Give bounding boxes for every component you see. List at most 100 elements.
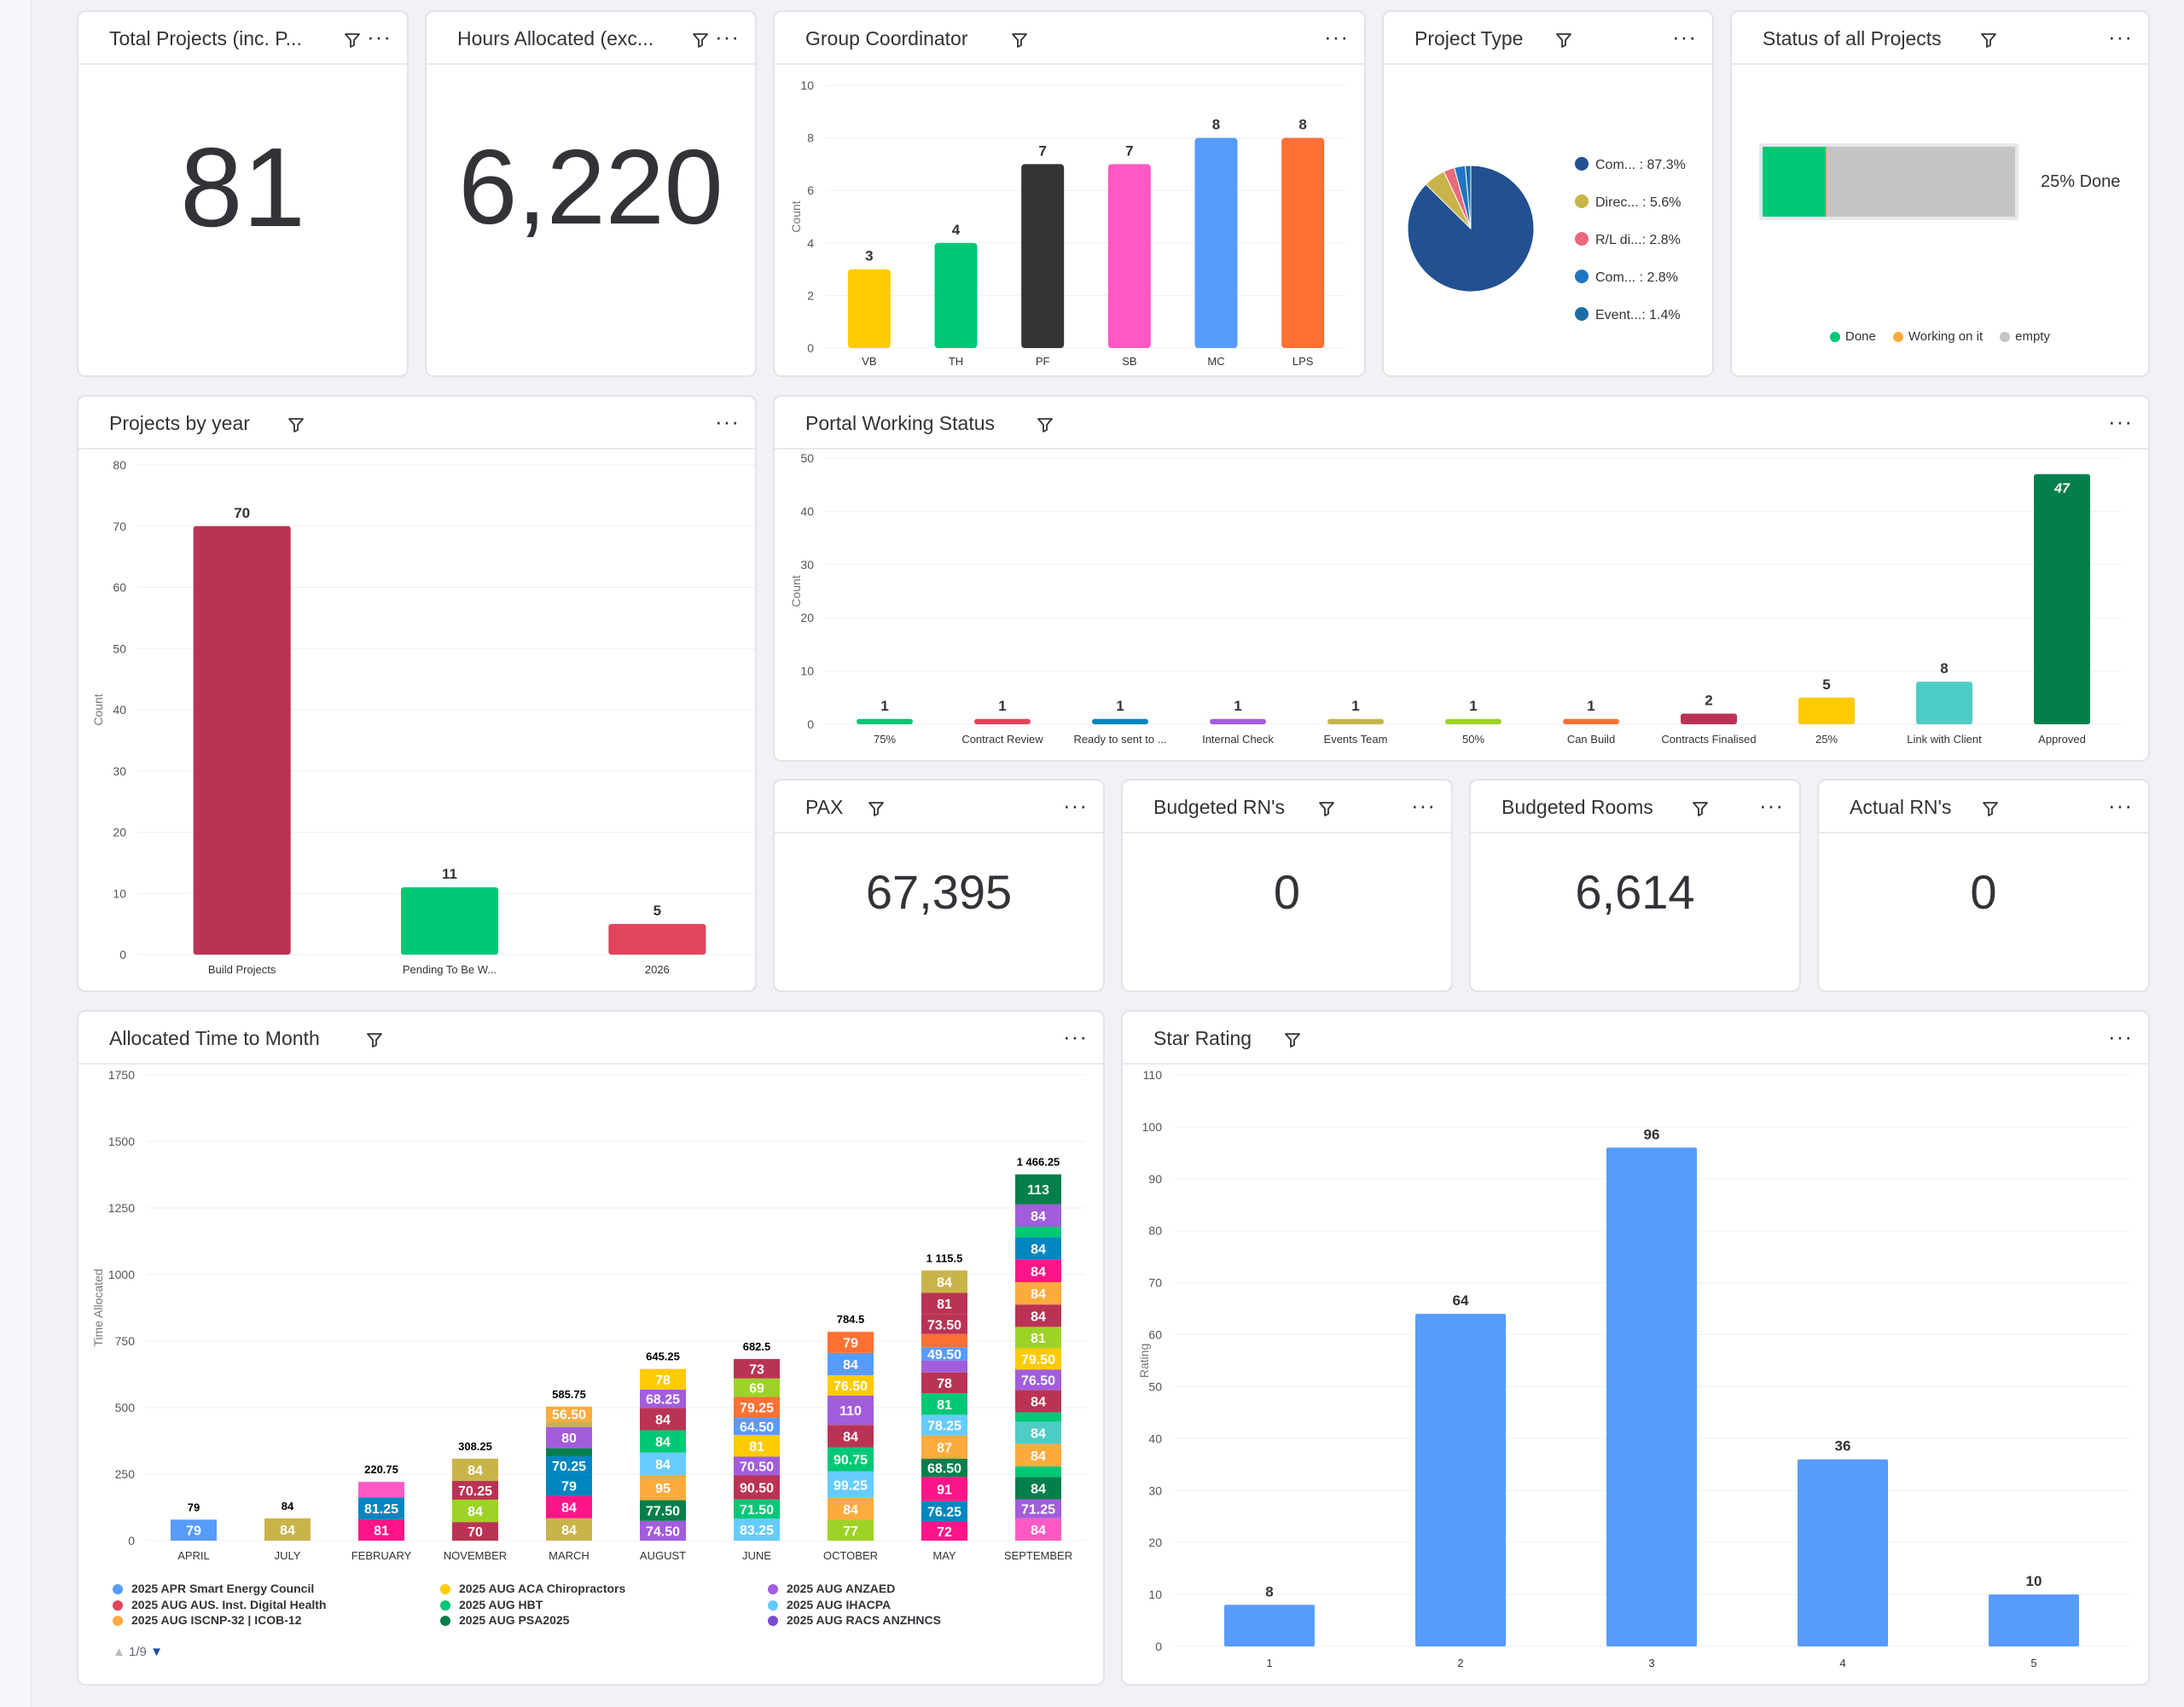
legend-pager[interactable]: ▲ 1/9 ▼ — [113, 1645, 163, 1659]
x-tick-label: SEPTEMBER — [1004, 1549, 1072, 1562]
segment-label: 83.25 — [740, 1524, 774, 1538]
segment-label: 110 — [839, 1404, 862, 1419]
big-number: 67,395 — [865, 865, 1013, 919]
filter-icon[interactable] — [1691, 799, 1710, 818]
legend-dot — [1575, 157, 1589, 171]
more-options-icon[interactable]: ··· — [2108, 1024, 2133, 1049]
segment-label: 95 — [655, 1482, 671, 1496]
stack-segment — [546, 1406, 592, 1422]
more-options-icon[interactable]: ··· — [1672, 24, 1697, 49]
total-label: 79 — [188, 1501, 200, 1513]
more-options-icon[interactable]: ··· — [1063, 1024, 1088, 1049]
stack-segment — [921, 1333, 967, 1348]
segment-label: 99.25 — [834, 1478, 868, 1493]
data-label: 1 — [1234, 698, 1241, 714]
y-tick-label: 250 — [115, 1467, 136, 1481]
stack-segment — [546, 1426, 592, 1449]
legend-item[interactable]: 2025 AUG ACA Chiropractors — [440, 1582, 625, 1596]
y-tick-label: 40 — [1148, 1431, 1162, 1445]
stack-segment — [921, 1314, 967, 1334]
y-tick-label: 500 — [115, 1401, 136, 1414]
data-label: 64 — [1453, 1292, 1469, 1309]
total-label: 84 — [282, 1500, 294, 1512]
y-tick-label: 60 — [113, 581, 126, 595]
segment-label: 79.50 — [1021, 1353, 1055, 1367]
widget-header: Budgeted Rooms ··· — [1471, 781, 1799, 833]
segment-label: 77 — [843, 1524, 858, 1539]
stack-segment — [546, 1518, 592, 1541]
filter-icon[interactable] — [343, 31, 362, 49]
y-tick-label: 10 — [1148, 1588, 1162, 1601]
total-label: 1 466.25 — [1017, 1156, 1060, 1169]
stack-segment — [264, 1518, 311, 1541]
triangle-up-icon[interactable]: ▲ — [113, 1645, 125, 1659]
legend-item[interactable]: 2025 AUG PSA2025 — [440, 1613, 569, 1626]
segment-label: 84 — [468, 1464, 483, 1478]
legend-item[interactable]: 2025 AUG HBT — [440, 1598, 543, 1612]
legend-item[interactable]: 2025 AUG ISCNP-32 | ICOB-12 — [113, 1613, 301, 1626]
stack-segment — [921, 1458, 967, 1478]
segment-label: 71.25 — [1021, 1503, 1055, 1518]
more-options-icon[interactable]: ··· — [715, 409, 740, 434]
more-options-icon[interactable]: ··· — [1063, 793, 1088, 818]
status-segment — [1827, 147, 2015, 217]
data-label: 8 — [1265, 1583, 1273, 1600]
filter-icon[interactable] — [287, 415, 305, 434]
legend-label: Direc... : 5.6% — [1595, 195, 1681, 210]
legend-item[interactable]: 2025 AUG RACS ANZHNCS — [768, 1613, 941, 1626]
filter-icon[interactable] — [1036, 415, 1054, 434]
x-tick-label: MAY — [932, 1549, 956, 1562]
stack-segment — [640, 1474, 686, 1501]
x-tick-label: 4 — [1839, 1657, 1845, 1669]
big-number: 6,220 — [458, 129, 723, 247]
bar — [193, 525, 291, 955]
more-options-icon[interactable]: ··· — [2108, 24, 2133, 49]
more-options-icon[interactable]: ··· — [715, 24, 740, 49]
legend-item[interactable]: 2025 AUG ANZAED — [768, 1582, 895, 1596]
filter-icon[interactable] — [1283, 1031, 1302, 1049]
segment-label: 69 — [749, 1382, 764, 1396]
stack-segment — [546, 1448, 592, 1457]
more-options-icon[interactable]: ··· — [367, 24, 392, 49]
y-tick-label: 70 — [113, 520, 126, 533]
filter-icon[interactable] — [867, 799, 886, 818]
total-label: 585.75 — [552, 1388, 586, 1401]
filter-icon[interactable] — [1981, 799, 2000, 818]
widget-header: Project Type ··· — [1384, 12, 1712, 65]
segment-label: 79 — [843, 1337, 858, 1351]
y-tick-label: 0 — [128, 1534, 135, 1547]
widget-actual-rns: Actual RN's ··· 0 — [1817, 779, 2150, 992]
legend-item[interactable]: 2025 APR Smart Energy Council — [113, 1582, 314, 1596]
filter-icon[interactable] — [1317, 799, 1336, 818]
legend-dot — [440, 1584, 450, 1594]
bar — [1415, 1314, 1506, 1646]
filter-icon[interactable] — [691, 31, 710, 49]
triangle-down-icon[interactable]: ▼ — [150, 1645, 163, 1659]
more-options-icon[interactable]: ··· — [2108, 409, 2133, 434]
left-sidebar-edge — [0, 0, 32, 1707]
segment-label: 68.25 — [646, 1393, 680, 1408]
stack-segment — [1015, 1499, 1061, 1518]
bar — [1563, 718, 1619, 724]
bar — [1989, 1594, 2079, 1646]
filter-icon[interactable] — [365, 1031, 384, 1049]
stack-segment — [921, 1435, 967, 1459]
stack-segment — [828, 1395, 874, 1425]
stack-segment — [640, 1500, 686, 1521]
filter-icon[interactable] — [1010, 31, 1029, 49]
filter-icon[interactable] — [1979, 31, 1998, 49]
legend-item[interactable]: 2025 AUG AUS. Inst. Digital Health — [113, 1598, 326, 1612]
legend-label: empty — [2015, 329, 2050, 344]
more-options-icon[interactable]: ··· — [1759, 793, 1784, 818]
more-options-icon[interactable]: ··· — [2108, 793, 2133, 818]
bar — [1194, 137, 1238, 348]
stack-segment — [640, 1430, 686, 1453]
y-tick-label: 80 — [1148, 1224, 1162, 1238]
segment-label: 87 — [937, 1441, 952, 1455]
legend-item[interactable]: 2025 AUG IHACPA — [768, 1598, 891, 1612]
more-options-icon[interactable]: ··· — [1324, 24, 1349, 49]
more-options-icon[interactable]: ··· — [1411, 793, 1436, 818]
stack-segment — [828, 1352, 874, 1376]
stack-segment — [452, 1522, 498, 1541]
filter-icon[interactable] — [1554, 31, 1573, 49]
